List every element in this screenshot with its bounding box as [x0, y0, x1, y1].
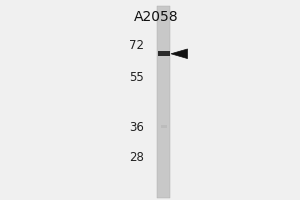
Text: 36: 36	[129, 121, 144, 134]
Text: A2058: A2058	[134, 10, 178, 24]
Text: 55: 55	[129, 71, 144, 84]
Text: 72: 72	[129, 39, 144, 52]
Text: 28: 28	[129, 151, 144, 164]
